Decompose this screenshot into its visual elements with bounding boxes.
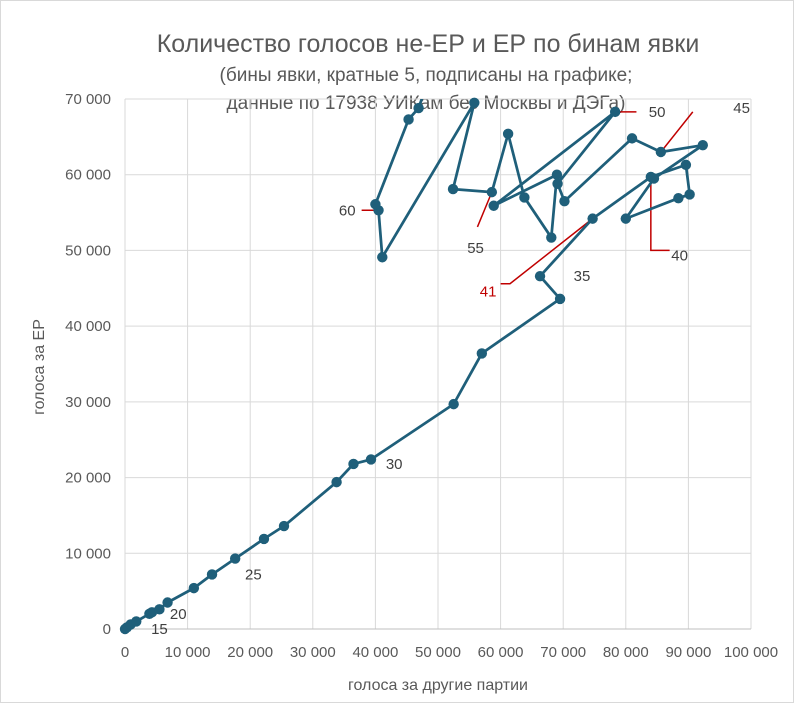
x-tick-label: 40 000 [352, 644, 398, 661]
point-label: 30 [386, 456, 403, 473]
data-point [348, 458, 359, 470]
x-tick-label: 80 000 [603, 644, 649, 661]
leader-line-2 [476, 191, 493, 228]
point-label: 40 [671, 248, 688, 265]
data-point [587, 213, 598, 224]
x-tick-label: 60 000 [478, 644, 524, 661]
leader-line-4 [650, 176, 670, 252]
x-tick-label: 50 000 [415, 644, 461, 661]
point-label: 45 [733, 100, 750, 117]
y-tick-label: 40 000 [65, 318, 111, 335]
data-point [519, 192, 530, 203]
data-point [229, 553, 241, 564]
grid-lines [124, 98, 752, 630]
data-point [403, 114, 414, 125]
data-point [620, 213, 631, 224]
point-label: 60 [339, 202, 356, 219]
x-tick-label: 70 000 [540, 644, 586, 661]
data-point [447, 183, 459, 195]
y-tick-label: 60 000 [65, 167, 111, 184]
tick-labels: 0 10 000 20 000 30 000 40 000 50 000 60 000 70 … [65, 91, 778, 661]
series-line [124, 99, 705, 631]
data-point [370, 199, 381, 210]
data-point [554, 293, 566, 305]
data-point [365, 454, 377, 465]
y-tick-label: 20 000 [65, 470, 111, 487]
data-point [476, 348, 488, 359]
series-markers [119, 97, 708, 635]
data-point [626, 133, 638, 144]
data-point [609, 106, 621, 118]
y-tick-label: 0 [103, 621, 111, 638]
data-point [448, 398, 459, 410]
data-point [258, 533, 270, 545]
data-point [559, 196, 570, 207]
data-point [154, 604, 165, 615]
data-point [278, 520, 290, 532]
x-tick-label: 90 000 [665, 644, 711, 661]
x-tick-label: 10 000 [165, 644, 211, 661]
data-point [131, 616, 142, 627]
x-tick-label: 20 000 [227, 644, 273, 661]
data-point [551, 169, 563, 180]
data-point [534, 270, 546, 282]
y-tick-label: 70 000 [65, 91, 111, 108]
series-line-0 [124, 99, 705, 631]
point-label: 41 [480, 283, 497, 300]
data-point [552, 178, 563, 189]
chart-subtitle-line-1: (бины явки, кратные 5, подписаны на граф… [220, 65, 633, 86]
leader-line-5 [500, 218, 594, 285]
data-point [488, 200, 499, 211]
data-point [546, 232, 557, 243]
point-label: 35 [574, 268, 591, 285]
x-tick-label: 0 [121, 644, 129, 661]
data-point [206, 569, 218, 580]
point-label: 25 [245, 566, 262, 583]
chart-subtitle-line-2: данные по 17938 УИКам без Москвы и ДЭГа) [227, 93, 626, 114]
data-point [188, 582, 200, 594]
annotation-leaders [361, 111, 694, 285]
x-tick-label: 100 000 [724, 644, 778, 661]
data-point [673, 192, 684, 204]
point-label: 50 [649, 104, 666, 121]
data-point [697, 139, 708, 151]
data-point [162, 597, 173, 608]
data-point [680, 159, 692, 171]
point-label: 15 [151, 621, 168, 638]
y-tick-label: 50 000 [65, 242, 111, 259]
chart-title: Количество голосов не-ЕР и ЕР по бинам я… [157, 30, 700, 58]
data-point [469, 97, 480, 108]
data-point [502, 128, 514, 140]
y-axis-title: голоса за ЕР [31, 319, 48, 415]
data-point [648, 173, 660, 184]
x-tick-label: 30 000 [290, 644, 336, 661]
data-point [655, 146, 667, 158]
point-label: 20 [170, 606, 187, 623]
y-tick-label: 30 000 [65, 394, 111, 411]
data-point [413, 102, 424, 114]
x-axis-title: голоса за другие партии [348, 677, 528, 694]
data-point [486, 186, 498, 198]
data-point [684, 189, 695, 200]
data-point [377, 252, 388, 263]
leader-line-1 [660, 111, 694, 153]
point-label: 55 [467, 240, 484, 257]
y-tick-label: 10 000 [65, 545, 111, 562]
data-point [331, 476, 342, 488]
